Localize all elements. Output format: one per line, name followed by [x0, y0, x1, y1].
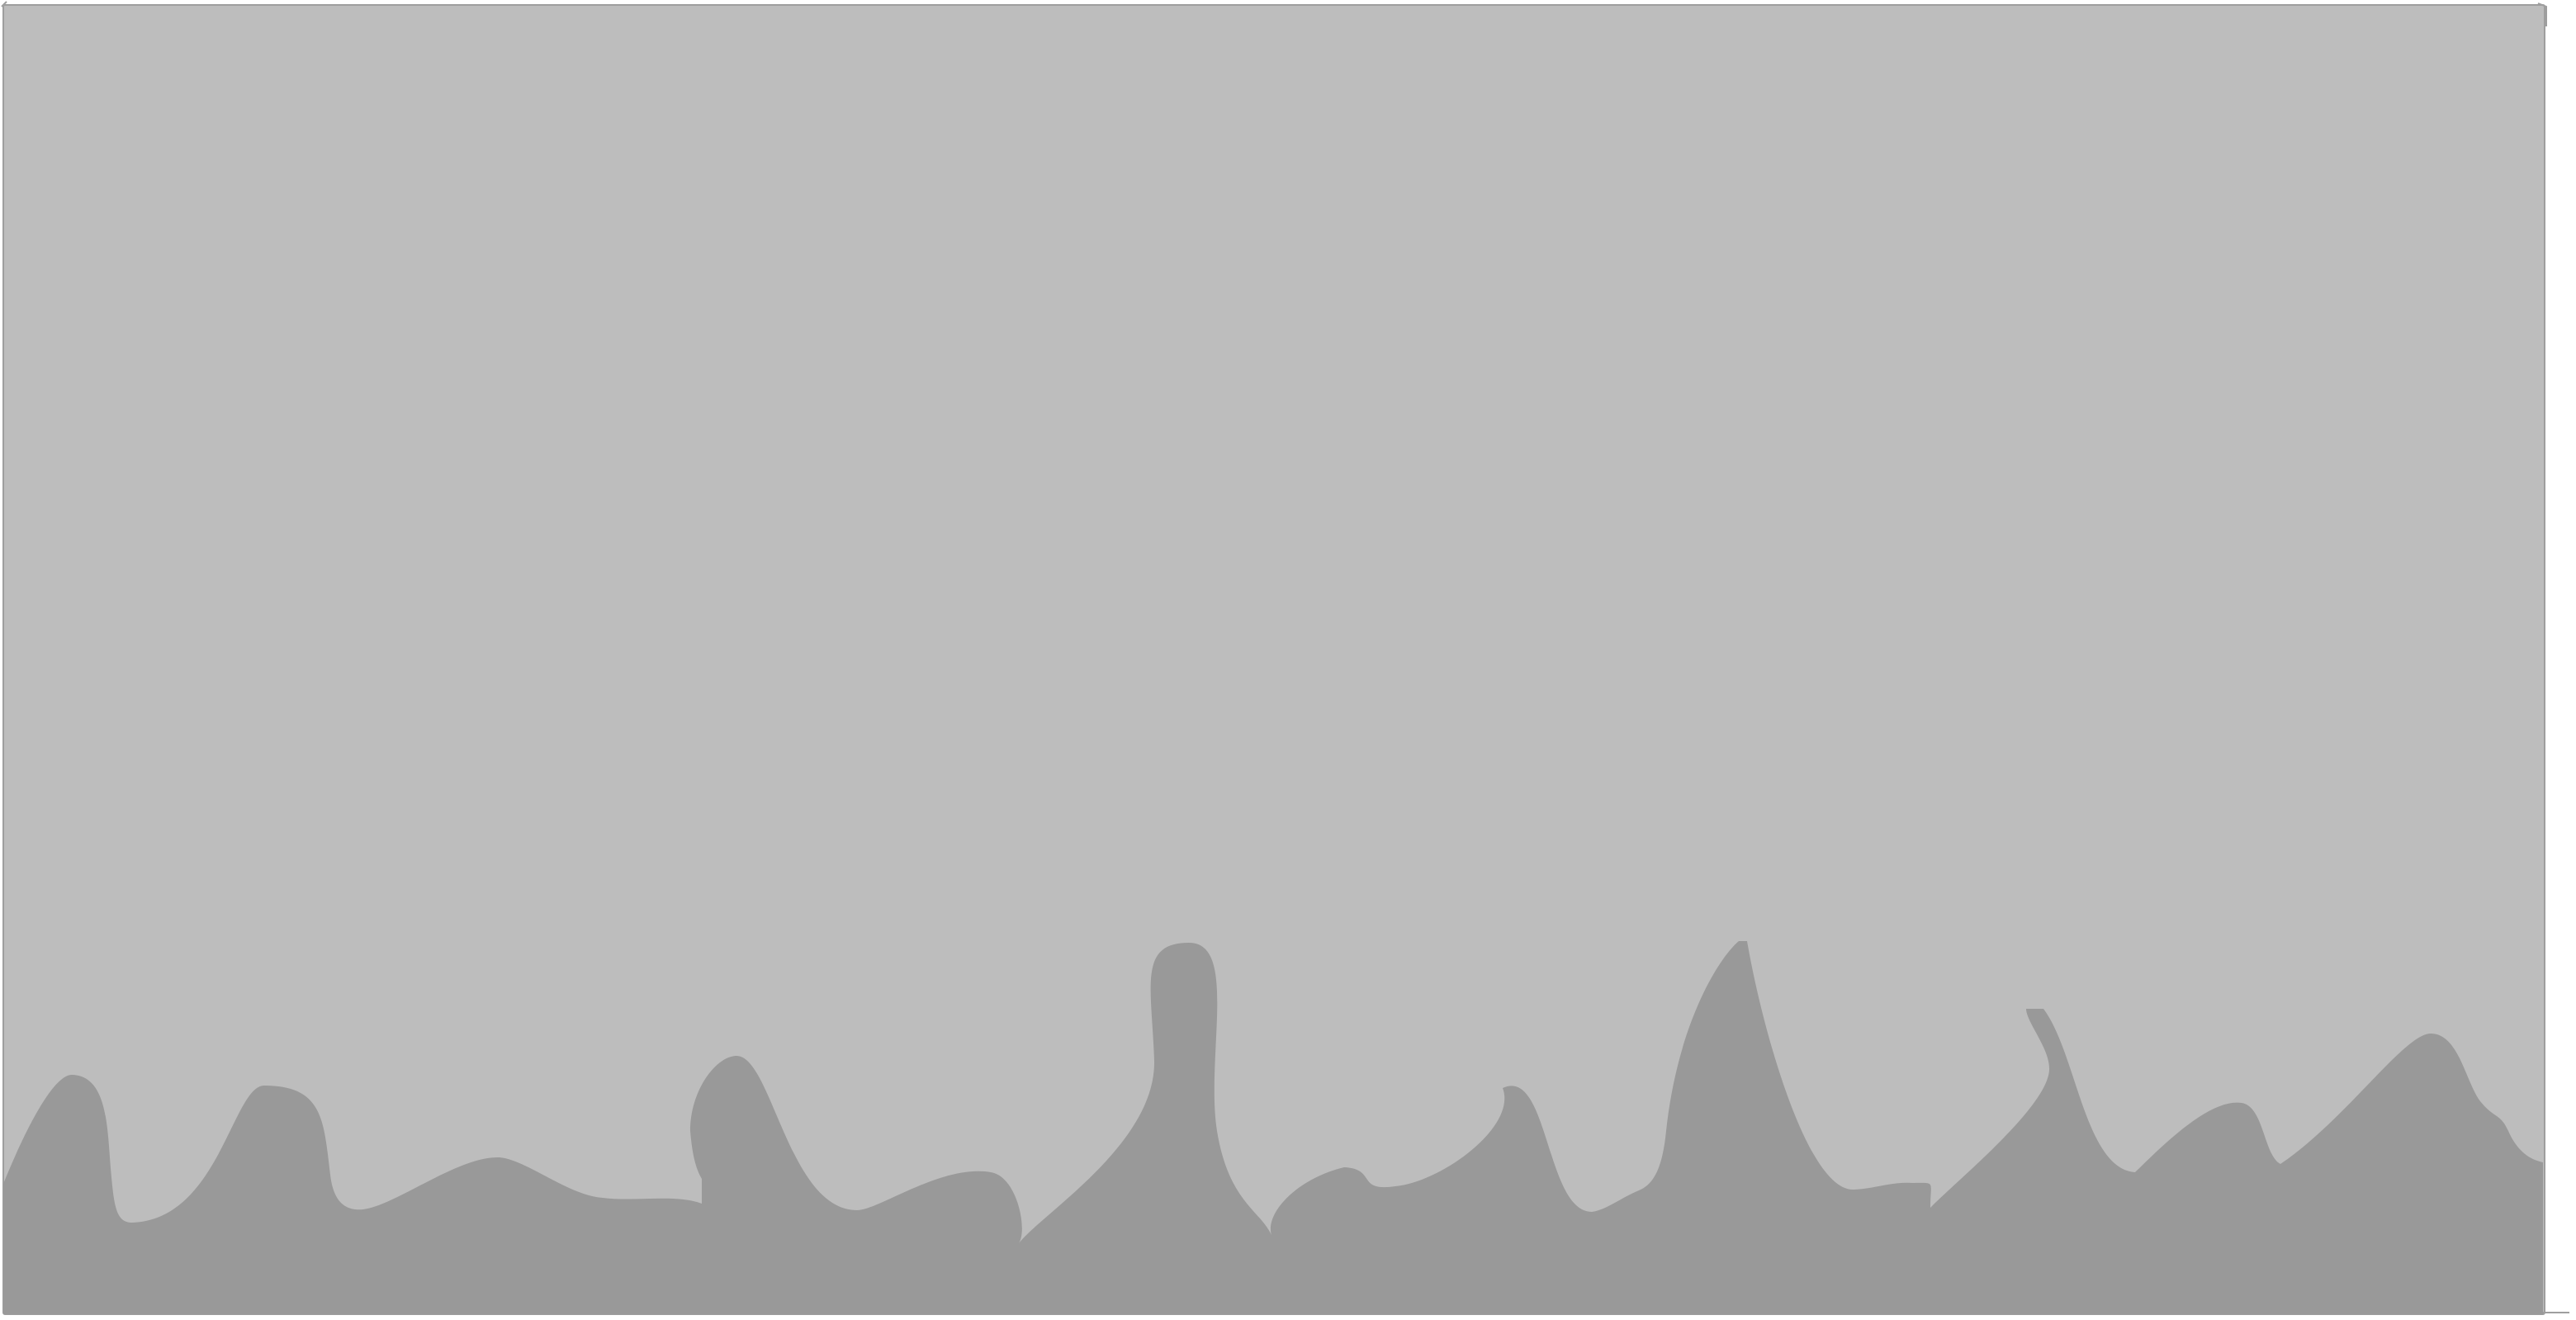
corner-mark-top-left — [1, 1, 7, 7]
gray-panel — [2, 4, 2545, 1315]
hills-silhouette — [3, 941, 2543, 1314]
corner-mark-top-right — [2537, 2, 2547, 26]
